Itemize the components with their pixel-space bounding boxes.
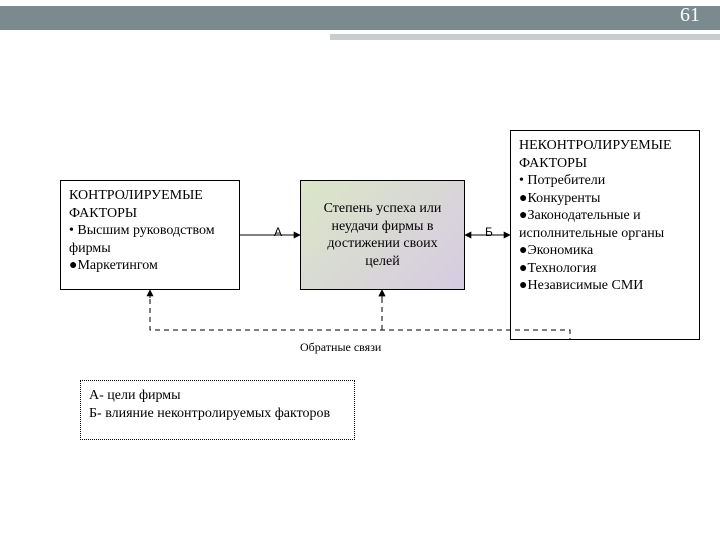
- list-item: Конкуренты: [519, 190, 691, 208]
- legend-box: А- цели фирмы Б- влияние неконтролируемы…: [80, 380, 355, 440]
- label-feedback: Обратные связи: [300, 340, 381, 355]
- left-box-title: КОНТРОЛИРУЕМЫЕ ФАКТОРЫ: [69, 187, 231, 222]
- right-box-list: Потребители Конкуренты Законодательные и…: [519, 172, 691, 295]
- list-item: Законодательные и исполнительные органы: [519, 207, 691, 242]
- label-a: А: [274, 225, 282, 239]
- legend-line: А- цели фирмы: [89, 387, 346, 405]
- center-box-success: Степень успеха или неудачи фирмы в дости…: [300, 180, 465, 290]
- left-box-controllable-factors: КОНТРОЛИРУЕМЫЕ ФАКТОРЫ Высшим руководств…: [60, 180, 240, 290]
- list-item: Независимые СМИ: [519, 277, 691, 295]
- list-item: Потребители: [519, 172, 691, 190]
- list-item: Технология: [519, 260, 691, 278]
- legend-line: Б- влияние неконтролируемых факторов: [89, 405, 346, 423]
- right-box-title: НЕКОНТРОЛИРУЕМЫЕ ФАКТОРЫ: [519, 137, 691, 172]
- list-item: Экономика: [519, 242, 691, 260]
- list-item: Маркетингом: [69, 257, 231, 275]
- list-item: Высшим руководством фирмы: [69, 222, 231, 257]
- right-box-uncontrollable-factors: НЕКОНТРОЛИРУЕМЫЕ ФАКТОРЫ Потребители Кон…: [510, 130, 700, 340]
- label-b: Б: [485, 225, 493, 239]
- feedback-dashed-path: [150, 290, 570, 340]
- header-main-band: [0, 6, 720, 30]
- page-number: 61: [680, 4, 700, 27]
- center-box-text: Степень успеха или неудачи фирмы в дости…: [309, 200, 456, 270]
- left-box-list: Высшим руководством фирмы Маркетингом: [69, 222, 231, 275]
- header-thin-band: [330, 34, 720, 40]
